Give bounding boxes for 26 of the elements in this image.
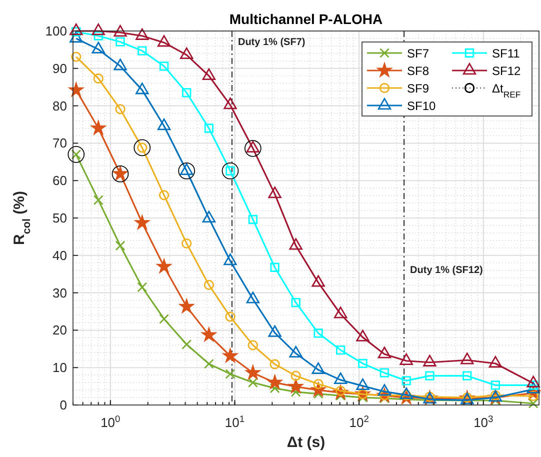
x-tick-label: 10$^{0}$ xyxy=(100,414,120,430)
x-tick-label: 10$^{3}$ xyxy=(474,414,494,430)
y-tick-label: 70 xyxy=(52,136,67,151)
y-tick-label: 60 xyxy=(52,173,67,188)
y-tick-label: 50 xyxy=(52,210,67,226)
legend-label: Δt$_{REF}$ xyxy=(492,82,521,100)
y-tick-label: 90 xyxy=(52,60,67,76)
x-tick-label: 10$^{1}$ xyxy=(224,414,245,430)
legend-label: SF8 xyxy=(407,64,430,78)
y-tick-label: 100 xyxy=(45,24,67,38)
y-tick-label: 30 xyxy=(52,285,67,300)
legend-label: SF11 xyxy=(492,46,520,60)
x-tick-label: 10$^{2}$ xyxy=(349,414,369,430)
y-tick-label: 20 xyxy=(52,322,67,338)
legend-label: SF7 xyxy=(407,46,430,60)
x-axis-title: Δt (s) xyxy=(286,434,326,451)
y-tick-label: 10 xyxy=(52,360,67,376)
legend-label: SF10 xyxy=(407,99,436,113)
y-tick-label: 80 xyxy=(52,98,67,114)
y-tick-label: 40 xyxy=(52,248,67,263)
legend-label: SF9 xyxy=(407,82,430,96)
y-tick-label: 0 xyxy=(60,398,67,412)
legend-label: SF12 xyxy=(492,64,522,78)
chart-title: Multichannel P-ALOHA xyxy=(229,11,383,27)
ref-line-label: Duty 1% (SF12) xyxy=(410,265,483,276)
ref-line-label: Duty 1% (SF7) xyxy=(238,37,306,48)
